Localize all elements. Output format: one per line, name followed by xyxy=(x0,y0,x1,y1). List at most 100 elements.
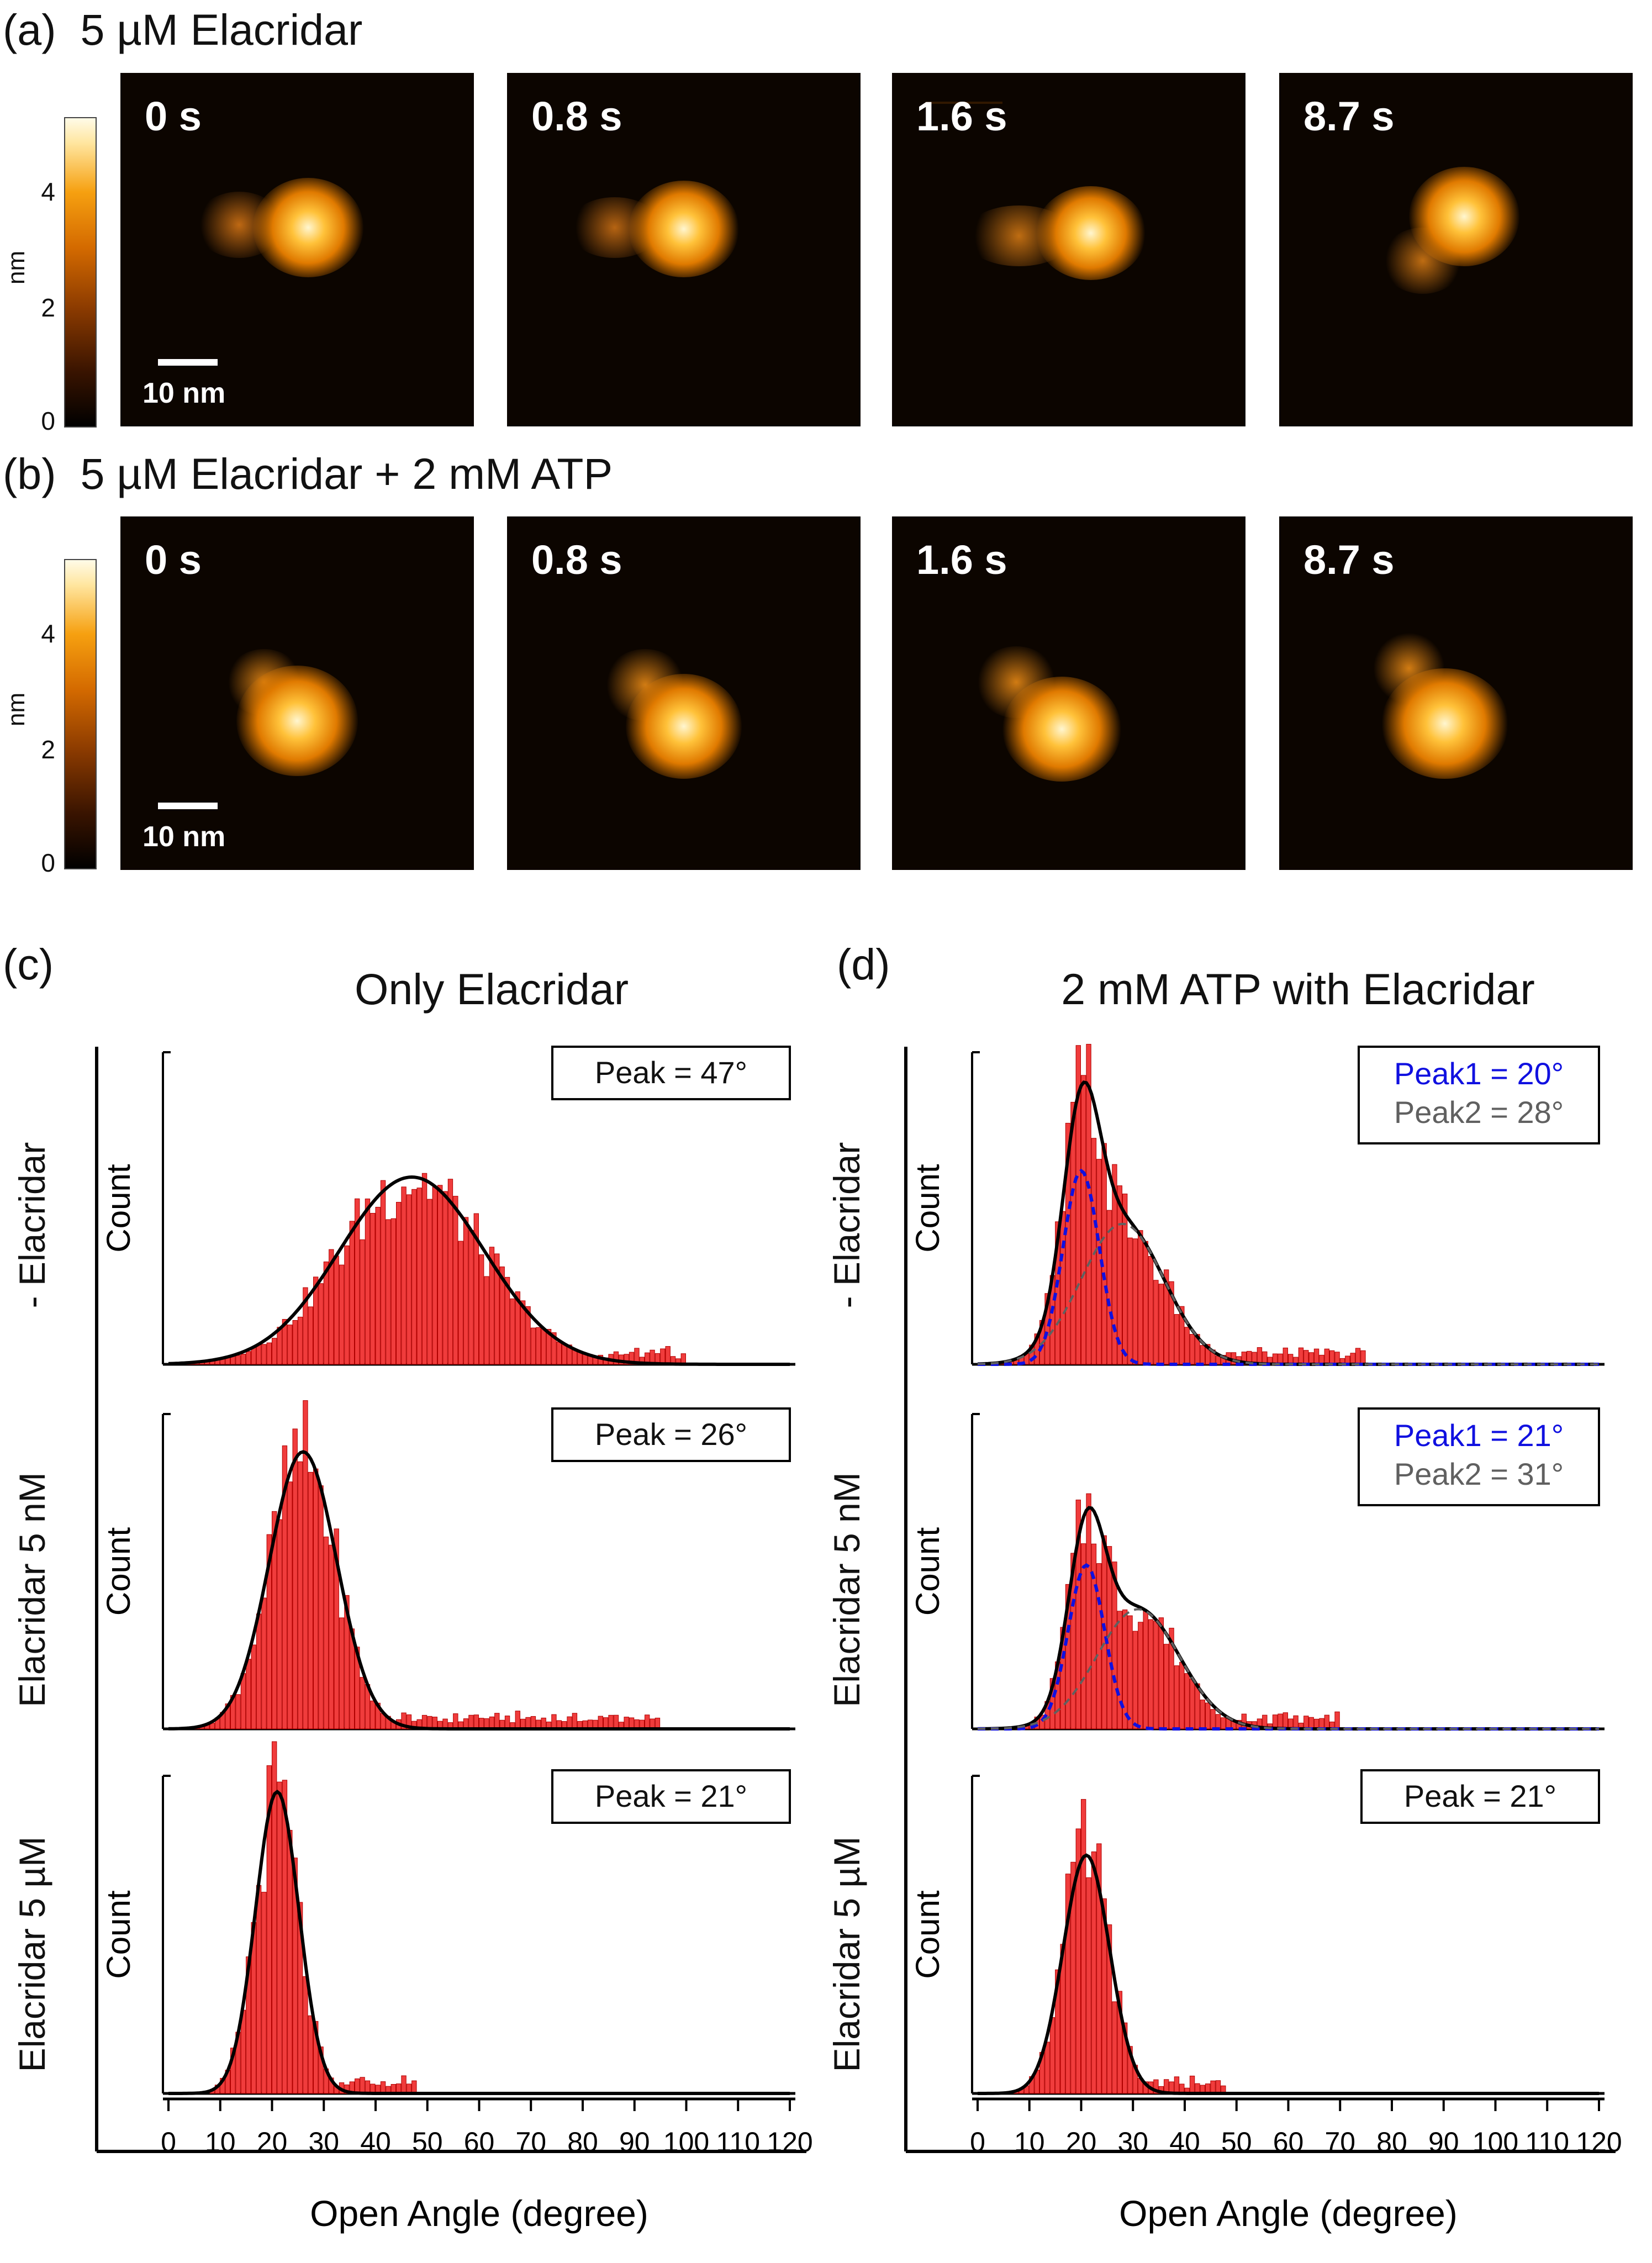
histogram-bar xyxy=(1179,1661,1185,1729)
scale-bar xyxy=(158,359,218,366)
histogram-bar xyxy=(458,1241,463,1365)
colorbar-tick: 2 xyxy=(41,735,55,764)
histogram-bar xyxy=(1200,1345,1205,1365)
fit-curve xyxy=(168,1175,790,1366)
colorbar-tick: 4 xyxy=(41,619,55,648)
peak-annotation-text: Peak = 21° xyxy=(595,1779,747,1813)
histogram-bar xyxy=(1179,1306,1185,1365)
histogram-bar xyxy=(1184,1673,1190,1729)
histogram-bar xyxy=(375,1206,381,1365)
histogram-bar xyxy=(572,1713,578,1729)
histogram-c-2: Count Peak = 21° xyxy=(100,1741,795,2095)
histogram-bar xyxy=(1184,1327,1190,1365)
histogram-bar xyxy=(660,1348,666,1365)
x-tick-label: 100 xyxy=(1472,2127,1518,2158)
histogram-bar xyxy=(411,1189,417,1365)
peak-annotation-text: Peak2 = 28° xyxy=(1394,1095,1564,1130)
peak-annotation-box xyxy=(1358,1407,1600,1506)
x-tick-label: 20 xyxy=(1066,2127,1097,2158)
histogram-bar xyxy=(530,1327,536,1365)
histogram-bar xyxy=(266,1534,272,1729)
colorbar-b: nm 4 2 0 xyxy=(0,552,110,884)
histogram-bar xyxy=(1086,1043,1091,1365)
histogram-d-1: Count Peak1 = 21° Peak2 = 31° xyxy=(909,1407,1605,1731)
histogram-bar xyxy=(1303,1716,1309,1729)
histogram-bar xyxy=(339,1617,345,1729)
fit-curve-peak2 xyxy=(977,1608,1599,1730)
histogram-c-1: Count Peak = 26° xyxy=(100,1400,795,1731)
histogram-bar xyxy=(365,1198,371,1365)
histogram-bar xyxy=(318,1283,324,1365)
histogram-bar xyxy=(473,1715,479,1729)
y-axis-label: Count xyxy=(100,1164,137,1252)
histogram-bar xyxy=(1091,1543,1097,1729)
histogram-bar xyxy=(1282,1347,1288,1365)
histogram-bar xyxy=(355,1198,360,1365)
histogram-bar xyxy=(1329,1350,1335,1365)
x-tick-label: 80 xyxy=(1376,2127,1407,2158)
histogram-bar xyxy=(365,2080,371,2094)
histogram-bar xyxy=(297,1316,303,1365)
panel-b-title: 5 µM Elacridar + 2 mM ATP xyxy=(80,449,613,498)
histogram-bar xyxy=(277,1327,282,1365)
y-axis-label: Count xyxy=(100,1527,137,1616)
protein-blob xyxy=(236,666,358,776)
protein-blob xyxy=(1381,668,1508,779)
histogram-bar xyxy=(1308,1717,1314,1729)
histogram-bar xyxy=(567,1716,572,1729)
histogram-bar xyxy=(1106,1210,1112,1365)
colorbar-a: nm 4 2 0 xyxy=(0,110,110,442)
x-tick-label: 120 xyxy=(1576,2127,1622,2158)
histogram-bar xyxy=(1143,1241,1148,1365)
panel-d-title: 2 mM ATP with Elacridar xyxy=(1061,964,1535,1014)
fit-curve xyxy=(168,1450,790,1731)
afm-image-b-2: 1.6 s xyxy=(892,516,1245,870)
histogram-bar xyxy=(1138,1622,1143,1729)
histogram-bar xyxy=(339,1264,345,1365)
histogram-bar xyxy=(468,1230,474,1365)
scale-bar xyxy=(158,803,218,809)
histogram-bar xyxy=(624,1354,629,1365)
peak-annotation-box xyxy=(551,1769,791,1824)
histogram-bar xyxy=(525,1717,531,1729)
histogram-bar xyxy=(530,1716,536,1729)
histogram-bar xyxy=(1081,1543,1086,1729)
panel-a-title: 5 µM Elacridar xyxy=(80,5,363,54)
panel-d-label: (d) xyxy=(837,940,890,989)
y-axis-label: Count xyxy=(100,1890,137,1979)
histogram-bar xyxy=(629,1352,635,1365)
histogram-bar xyxy=(390,1218,396,1365)
y-axis-label: Count xyxy=(909,1164,946,1252)
histogram-d-0: Count Peak1 = 20° Peak2 = 28° xyxy=(909,1043,1605,1366)
histogram-bar xyxy=(1158,1284,1164,1365)
histogram-bar xyxy=(556,1341,562,1365)
x-tick-label: 60 xyxy=(1273,2127,1304,2158)
histogram-bar xyxy=(551,1332,557,1365)
histogram-bar xyxy=(411,2080,417,2094)
histogram-bar xyxy=(499,1266,505,1365)
x-axis-label: Open Angle (degree) xyxy=(1119,2193,1458,2234)
histogram-bar xyxy=(329,1544,334,1729)
fit-curve-peak1 xyxy=(978,1168,1599,1366)
scale-label: 10 nm xyxy=(142,821,226,853)
histogram-bar xyxy=(235,1694,241,1729)
histogram-bar xyxy=(344,1245,350,1365)
histogram-bar xyxy=(1065,1122,1071,1365)
fit-curve xyxy=(168,1789,790,2095)
histogram-bar xyxy=(1221,1717,1226,1729)
histogram-bar xyxy=(1282,1712,1288,1729)
histogram-bar xyxy=(401,1712,407,1729)
histogram-bar xyxy=(318,1485,324,1729)
time-label: 0 s xyxy=(145,93,202,139)
histogram-bar xyxy=(266,1765,272,2094)
histogram-bar xyxy=(1189,1334,1195,1365)
histogram-bar xyxy=(1117,1185,1122,1365)
x-tick-label: 50 xyxy=(1221,2127,1252,2158)
histogram-bar xyxy=(1360,1350,1366,1365)
histogram-bar xyxy=(1055,1969,1060,2094)
histogram-bar xyxy=(370,1212,376,1365)
histogram-bar xyxy=(287,1481,293,1729)
histogram-bar xyxy=(416,1188,422,1365)
histogram-bar xyxy=(1308,1352,1314,1365)
